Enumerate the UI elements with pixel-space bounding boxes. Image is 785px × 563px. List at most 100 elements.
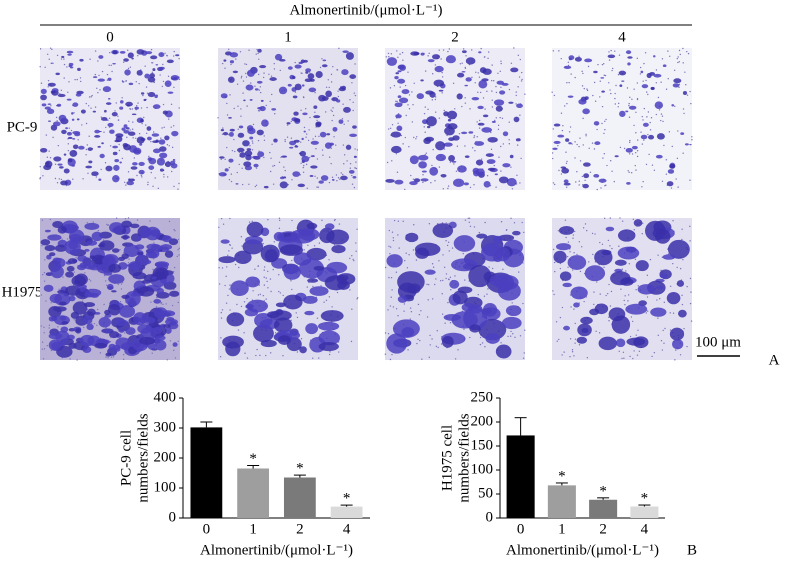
stained-cell bbox=[633, 219, 643, 227]
stained-cell bbox=[506, 178, 517, 187]
speck bbox=[586, 229, 588, 232]
speck bbox=[519, 58, 522, 61]
speck bbox=[643, 139, 645, 141]
speck bbox=[581, 246, 583, 248]
speck bbox=[582, 144, 584, 146]
speck bbox=[618, 245, 620, 247]
speck bbox=[271, 143, 273, 145]
stained-cell bbox=[297, 183, 306, 188]
speck bbox=[434, 96, 437, 98]
speck bbox=[461, 105, 463, 108]
speck bbox=[305, 136, 307, 138]
stained-cell bbox=[82, 346, 92, 353]
speck bbox=[302, 166, 305, 169]
speck bbox=[495, 85, 497, 88]
speck bbox=[557, 230, 560, 232]
speck bbox=[331, 110, 333, 113]
stained-cell bbox=[348, 170, 355, 174]
stained-cell bbox=[352, 175, 357, 179]
speck bbox=[566, 160, 568, 163]
stained-cell bbox=[605, 226, 615, 232]
speck bbox=[667, 78, 669, 80]
stained-cell bbox=[144, 73, 150, 79]
stained-cell bbox=[468, 131, 474, 134]
speck bbox=[119, 248, 121, 251]
speck bbox=[257, 265, 260, 267]
speck bbox=[578, 184, 580, 186]
speck bbox=[658, 109, 661, 111]
stained-cell bbox=[655, 285, 664, 290]
stained-cell bbox=[457, 165, 467, 173]
speck bbox=[513, 47, 515, 49]
speck bbox=[393, 85, 396, 87]
speck bbox=[636, 354, 639, 356]
speck bbox=[178, 182, 180, 185]
speck bbox=[430, 182, 432, 184]
stained-cell bbox=[245, 276, 260, 288]
header: Almonertinib/(μmol·L⁻¹) bbox=[290, 2, 443, 18]
stained-cell bbox=[302, 112, 308, 116]
stained-cell bbox=[390, 131, 402, 138]
stained-cell bbox=[218, 256, 236, 264]
speck bbox=[552, 50, 555, 52]
speck bbox=[257, 73, 260, 76]
stained-cell bbox=[426, 125, 431, 129]
stained-cell bbox=[154, 339, 167, 351]
stained-cell bbox=[567, 95, 574, 98]
stained-cell bbox=[86, 323, 94, 331]
speck bbox=[682, 47, 684, 50]
speck bbox=[316, 119, 318, 122]
bar bbox=[283, 477, 316, 518]
stained-cell bbox=[145, 51, 153, 55]
column-label: 0 bbox=[106, 29, 114, 45]
stained-cell bbox=[146, 136, 152, 141]
stained-cell bbox=[243, 99, 246, 102]
speck bbox=[593, 148, 596, 150]
speck bbox=[669, 285, 672, 287]
speck bbox=[440, 343, 443, 345]
stained-cell bbox=[99, 153, 105, 159]
speck bbox=[464, 102, 467, 104]
speck bbox=[391, 124, 394, 126]
speck bbox=[672, 262, 674, 265]
speck bbox=[487, 288, 489, 290]
speck bbox=[97, 60, 99, 62]
stained-cell bbox=[57, 93, 66, 98]
speck bbox=[237, 128, 239, 130]
stained-cell bbox=[50, 265, 64, 279]
speck bbox=[619, 217, 621, 219]
speck bbox=[230, 173, 233, 175]
speck bbox=[384, 332, 387, 334]
speck bbox=[173, 266, 176, 269]
stained-cell bbox=[154, 261, 170, 268]
speck bbox=[341, 118, 344, 120]
speck bbox=[646, 310, 649, 312]
speck bbox=[46, 53, 49, 56]
speck bbox=[96, 308, 99, 311]
speck bbox=[226, 266, 228, 268]
stained-cell bbox=[485, 153, 494, 157]
speck bbox=[645, 163, 648, 166]
stained-cell bbox=[147, 91, 156, 98]
speck bbox=[630, 172, 633, 174]
micrograph bbox=[40, 217, 180, 361]
speck bbox=[67, 143, 70, 145]
speck bbox=[679, 354, 682, 356]
speck bbox=[173, 86, 175, 89]
speck bbox=[442, 279, 444, 282]
stained-cell bbox=[72, 137, 76, 140]
speck bbox=[395, 100, 397, 103]
speck bbox=[635, 132, 637, 134]
speck bbox=[40, 294, 43, 296]
stained-cell bbox=[338, 119, 344, 124]
stained-cell bbox=[98, 240, 115, 251]
speck bbox=[611, 69, 613, 72]
stained-cell bbox=[91, 231, 103, 242]
speck bbox=[552, 182, 555, 184]
stained-cell bbox=[152, 104, 161, 109]
speck bbox=[47, 86, 49, 88]
stained-cell bbox=[94, 129, 100, 134]
stained-cell bbox=[496, 80, 504, 85]
speck bbox=[618, 54, 621, 56]
stained-cell bbox=[164, 250, 174, 258]
